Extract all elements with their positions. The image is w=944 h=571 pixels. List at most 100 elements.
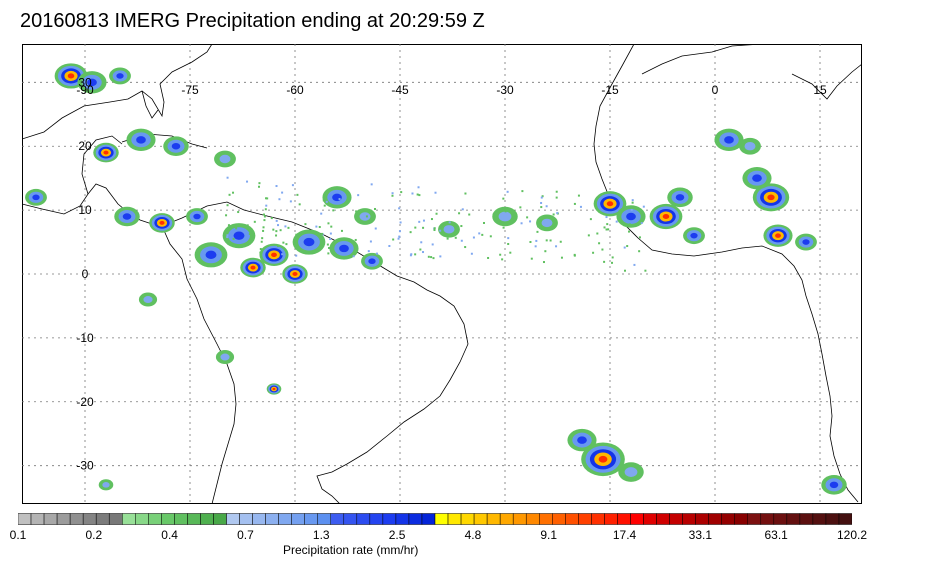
colorbar-swatch [174, 513, 188, 525]
coastline-mediterranean [791, 63, 862, 100]
colorbar-tick-label: 4.8 [464, 528, 482, 542]
precip-speckle [537, 225, 540, 228]
precip-speckle [325, 200, 328, 203]
precip-speckle [246, 180, 249, 183]
precip-cell [581, 442, 625, 477]
colorbar-swatch [317, 513, 331, 525]
precip-cell [667, 187, 693, 208]
colorbar-swatch [578, 513, 592, 525]
precip-speckle [357, 194, 360, 197]
precip-contour [233, 231, 245, 240]
precip-speckle [543, 221, 546, 224]
precip-speckle [611, 256, 614, 259]
precip-contour [193, 213, 201, 220]
map-canvas: -90 -75 -60 -45 -30 -15 0 15 30 20 10 0 -10 -20 -30 [22, 44, 862, 504]
precip-speckle [489, 235, 492, 238]
precip-speckle [507, 237, 510, 240]
precip-speckle [369, 240, 372, 243]
lat-label: 10 [78, 203, 92, 217]
lon-label: 15 [813, 83, 827, 97]
precip-speckle [257, 185, 260, 188]
precip-cell [752, 183, 790, 212]
precip-speckle [375, 252, 378, 255]
colorbar-swatches [18, 513, 852, 525]
precip-speckle [327, 222, 330, 225]
precip-speckle [492, 213, 495, 216]
precip-contour [577, 436, 587, 444]
precip-speckle [535, 239, 538, 242]
precip-cell [214, 150, 236, 168]
coastline-yucatan [81, 135, 123, 195]
coastlines [22, 44, 862, 504]
precip-speckle [246, 224, 249, 227]
precip-speckle [270, 217, 273, 220]
colorbar-tick-label: 1.3 [312, 528, 330, 542]
precip-speckle [414, 226, 417, 229]
coastline-africa [593, 44, 859, 503]
precip-contour [303, 237, 315, 247]
colorbar-swatch [421, 513, 436, 525]
precip-speckle [482, 221, 485, 224]
precip-speckle [226, 236, 229, 239]
precip-speckle [264, 208, 267, 211]
colorbar-swatch [838, 513, 852, 525]
precip-speckle [232, 191, 235, 194]
precip-cell [25, 188, 47, 206]
colorbar-tick-label: 0.2 [85, 528, 103, 542]
precip-speckle [367, 250, 370, 253]
precip-speckle [502, 197, 505, 200]
colorbar-tick-label: 0.7 [237, 528, 254, 542]
precip-contour [541, 218, 553, 228]
precip-speckle [481, 233, 484, 236]
lat-label: -20 [76, 395, 94, 409]
precip-speckle [605, 216, 608, 219]
precip-speckle [644, 269, 647, 272]
precip-speckle [520, 222, 523, 225]
precip-speckle [340, 229, 343, 232]
colorbar-tick-label: 2.5 [388, 528, 406, 542]
colorbar-swatch [773, 513, 788, 525]
precip-contour [32, 194, 40, 201]
precip-contour [598, 455, 608, 463]
colorbar-swatch [512, 513, 527, 525]
precip-speckle [545, 205, 548, 208]
precip-cell [149, 213, 175, 233]
precip-speckle [601, 248, 604, 251]
precip-contour [359, 212, 371, 221]
colorbar-swatch [708, 513, 722, 525]
precip-contour [122, 213, 132, 220]
precip-contour [271, 252, 277, 258]
precip-speckle [332, 209, 335, 212]
precip-contour [690, 232, 698, 239]
colorbar-swatch [18, 513, 32, 525]
precip-cell [282, 264, 308, 284]
lat-label: -10 [76, 331, 94, 345]
precip-speckle [260, 240, 263, 243]
precip-contour [662, 213, 670, 220]
precip-cell [266, 383, 282, 395]
precip-speckle [327, 252, 330, 255]
lat-label: 0 [82, 267, 89, 281]
precip-contour [220, 353, 230, 361]
lat-label: 20 [78, 139, 92, 153]
precip-speckle [275, 230, 278, 233]
precip-speckle [324, 199, 327, 202]
precip-speckle [626, 245, 629, 248]
precip-speckle [460, 239, 463, 242]
colorbar-tick-label: 17.4 [612, 528, 637, 542]
colorbar-title: Precipitation rate (mm/hr) [283, 543, 419, 557]
colorbar-swatch [95, 513, 110, 525]
precip-speckle [226, 234, 229, 237]
precip-speckle [502, 226, 505, 229]
precip-speckle [549, 239, 552, 242]
colorbar-swatch [643, 513, 657, 525]
precip-speckle [499, 253, 502, 256]
colorbar-tick-label: 120.2 [836, 528, 868, 542]
colorbar-swatch [695, 513, 709, 525]
precip-contour [339, 244, 349, 253]
colorbar-swatch [434, 513, 449, 525]
precip-speckle [265, 204, 268, 207]
precip-speckle [630, 208, 633, 211]
precip-cell [109, 67, 131, 85]
precip-speckle [272, 228, 275, 231]
